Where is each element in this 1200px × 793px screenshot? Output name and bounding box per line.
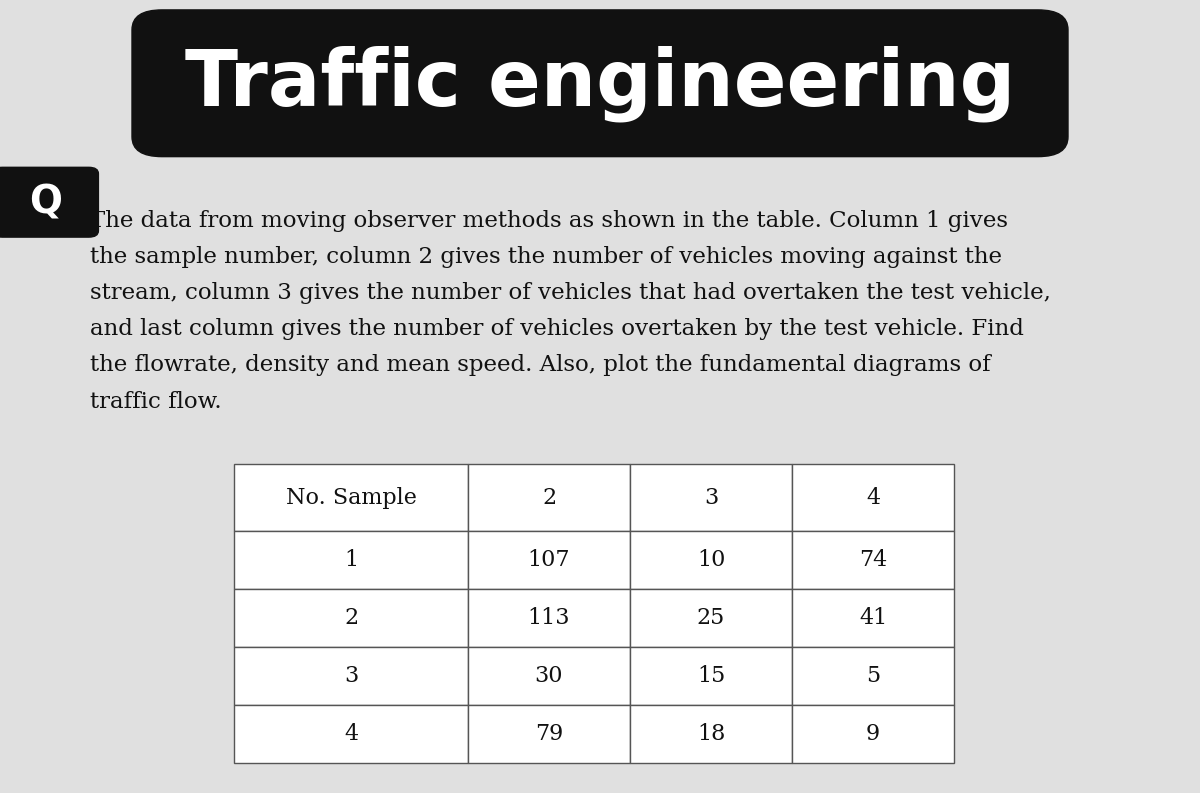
Bar xyxy=(630,705,792,763)
Text: traffic flow.: traffic flow. xyxy=(90,391,222,412)
Text: 10: 10 xyxy=(697,550,725,571)
Bar xyxy=(234,531,468,589)
Text: 41: 41 xyxy=(859,607,887,629)
Bar xyxy=(468,464,630,531)
Text: 113: 113 xyxy=(528,607,570,629)
Text: 3: 3 xyxy=(704,487,718,508)
Bar xyxy=(630,464,792,531)
Text: stream, column 3 gives the number of vehicles that had overtaken the test vehicl: stream, column 3 gives the number of veh… xyxy=(90,282,1051,305)
Text: 1: 1 xyxy=(344,550,358,571)
Text: 25: 25 xyxy=(697,607,725,629)
Text: 74: 74 xyxy=(859,550,887,571)
Bar xyxy=(234,647,468,705)
Bar xyxy=(792,589,954,647)
Text: The data from moving observer methods as shown in the table. Column 1 gives: The data from moving observer methods as… xyxy=(90,210,1008,232)
Text: No. Sample: No. Sample xyxy=(286,487,416,508)
Bar xyxy=(234,705,468,763)
Bar xyxy=(630,589,792,647)
Bar xyxy=(630,531,792,589)
Bar xyxy=(234,589,468,647)
FancyBboxPatch shape xyxy=(0,167,98,237)
Bar xyxy=(234,464,468,531)
Bar xyxy=(792,705,954,763)
Bar xyxy=(468,705,630,763)
Text: Traffic engineering: Traffic engineering xyxy=(185,45,1015,121)
Text: 3: 3 xyxy=(344,665,358,687)
Text: 4: 4 xyxy=(344,723,358,745)
Text: 79: 79 xyxy=(535,723,563,745)
FancyBboxPatch shape xyxy=(132,10,1068,157)
Bar xyxy=(792,647,954,705)
Text: the sample number, column 2 gives the number of vehicles moving against the: the sample number, column 2 gives the nu… xyxy=(90,247,1002,268)
Text: 30: 30 xyxy=(535,665,563,687)
Text: Q: Q xyxy=(29,183,62,221)
Bar xyxy=(630,647,792,705)
Bar xyxy=(792,464,954,531)
Bar xyxy=(792,531,954,589)
Text: 9: 9 xyxy=(866,723,880,745)
Text: 2: 2 xyxy=(344,607,358,629)
Bar xyxy=(468,647,630,705)
Text: the flowrate, density and mean speed. Also, plot the fundamental diagrams of: the flowrate, density and mean speed. Al… xyxy=(90,354,991,377)
Text: 5: 5 xyxy=(866,665,880,687)
Text: and last column gives the number of vehicles overtaken by the test vehicle. Find: and last column gives the number of vehi… xyxy=(90,319,1024,340)
Text: 107: 107 xyxy=(528,550,570,571)
Text: 4: 4 xyxy=(866,487,880,508)
Text: 2: 2 xyxy=(542,487,556,508)
Text: 15: 15 xyxy=(697,665,725,687)
Text: 18: 18 xyxy=(697,723,725,745)
Bar xyxy=(468,589,630,647)
Bar xyxy=(468,531,630,589)
